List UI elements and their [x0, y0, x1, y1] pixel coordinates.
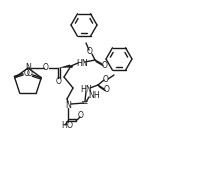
Text: NH: NH	[88, 90, 100, 99]
Text: O: O	[87, 47, 93, 56]
Text: HO: HO	[61, 121, 73, 130]
Text: O: O	[24, 69, 30, 78]
Text: O: O	[102, 61, 108, 70]
Text: O: O	[26, 69, 32, 78]
Text: =: =	[80, 98, 88, 107]
Text: N: N	[65, 101, 71, 110]
Polygon shape	[58, 64, 70, 68]
Text: O: O	[104, 84, 110, 93]
Text: O: O	[78, 112, 84, 121]
Text: O: O	[103, 76, 109, 84]
Text: N: N	[25, 64, 31, 73]
Text: O: O	[56, 78, 62, 87]
Text: O: O	[43, 64, 49, 73]
Text: HN: HN	[76, 59, 88, 67]
Text: HN: HN	[80, 84, 92, 93]
